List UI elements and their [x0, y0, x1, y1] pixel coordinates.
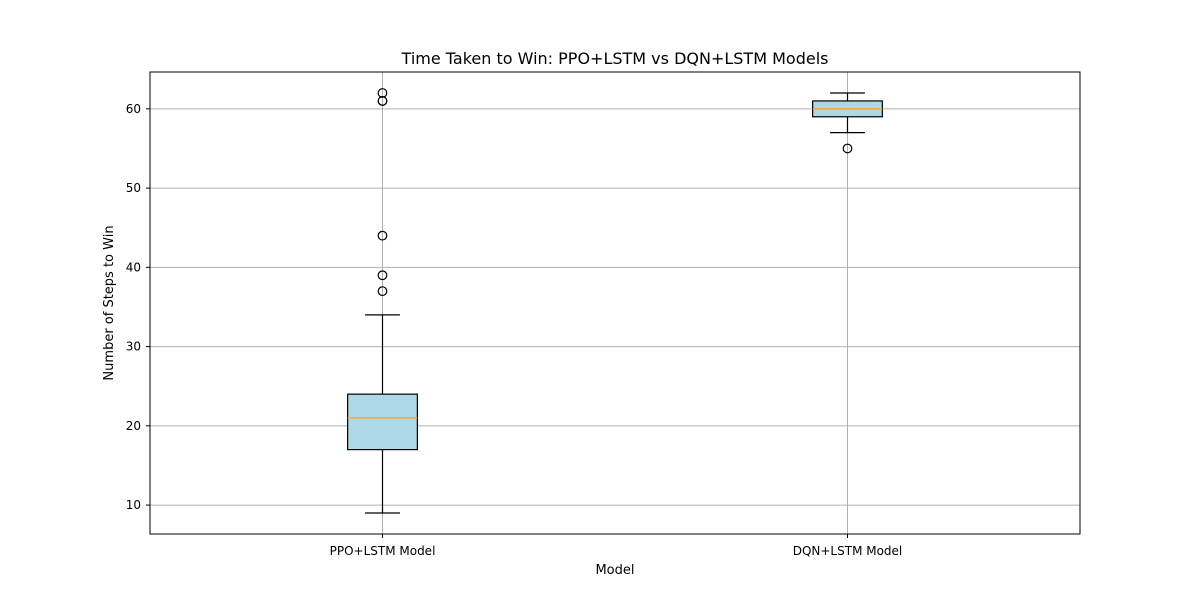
- outlier-point: [377, 230, 388, 241]
- grid-lines: [150, 72, 1080, 534]
- x-axis-label: Model: [595, 563, 634, 578]
- y-axis-label: Number of Steps to Win: [102, 225, 117, 380]
- y-tick-label: 20: [126, 419, 141, 433]
- x-tick-label: DQN+LSTM Model: [793, 544, 903, 558]
- box-group: [812, 92, 883, 154]
- y-tick-label: 40: [126, 260, 141, 274]
- outlier-point: [377, 88, 388, 98]
- plot-area-frame: [149, 71, 1081, 535]
- outlier-point: [377, 270, 388, 281]
- box-group: [347, 88, 418, 514]
- outlier-point: [377, 96, 388, 106]
- boxes-layer: [347, 88, 883, 514]
- y-tick-label: 10: [126, 498, 141, 512]
- x-tick-label: PPO+LSTM Model: [330, 544, 436, 558]
- y-tick-label: 50: [126, 181, 141, 195]
- ticks-layer: 10 20 30 40 50 60 PPO+LSTM Model DQN+LSTM Model: [126, 102, 903, 558]
- iqr-box: [347, 393, 418, 451]
- y-tick-label: 30: [126, 340, 141, 354]
- y-tick-label: 60: [126, 102, 141, 116]
- outlier-point: [377, 286, 388, 297]
- outlier-point: [842, 143, 853, 154]
- chart-title: Time Taken to Win: PPO+LSTM vs DQN+LSTM …: [401, 49, 829, 68]
